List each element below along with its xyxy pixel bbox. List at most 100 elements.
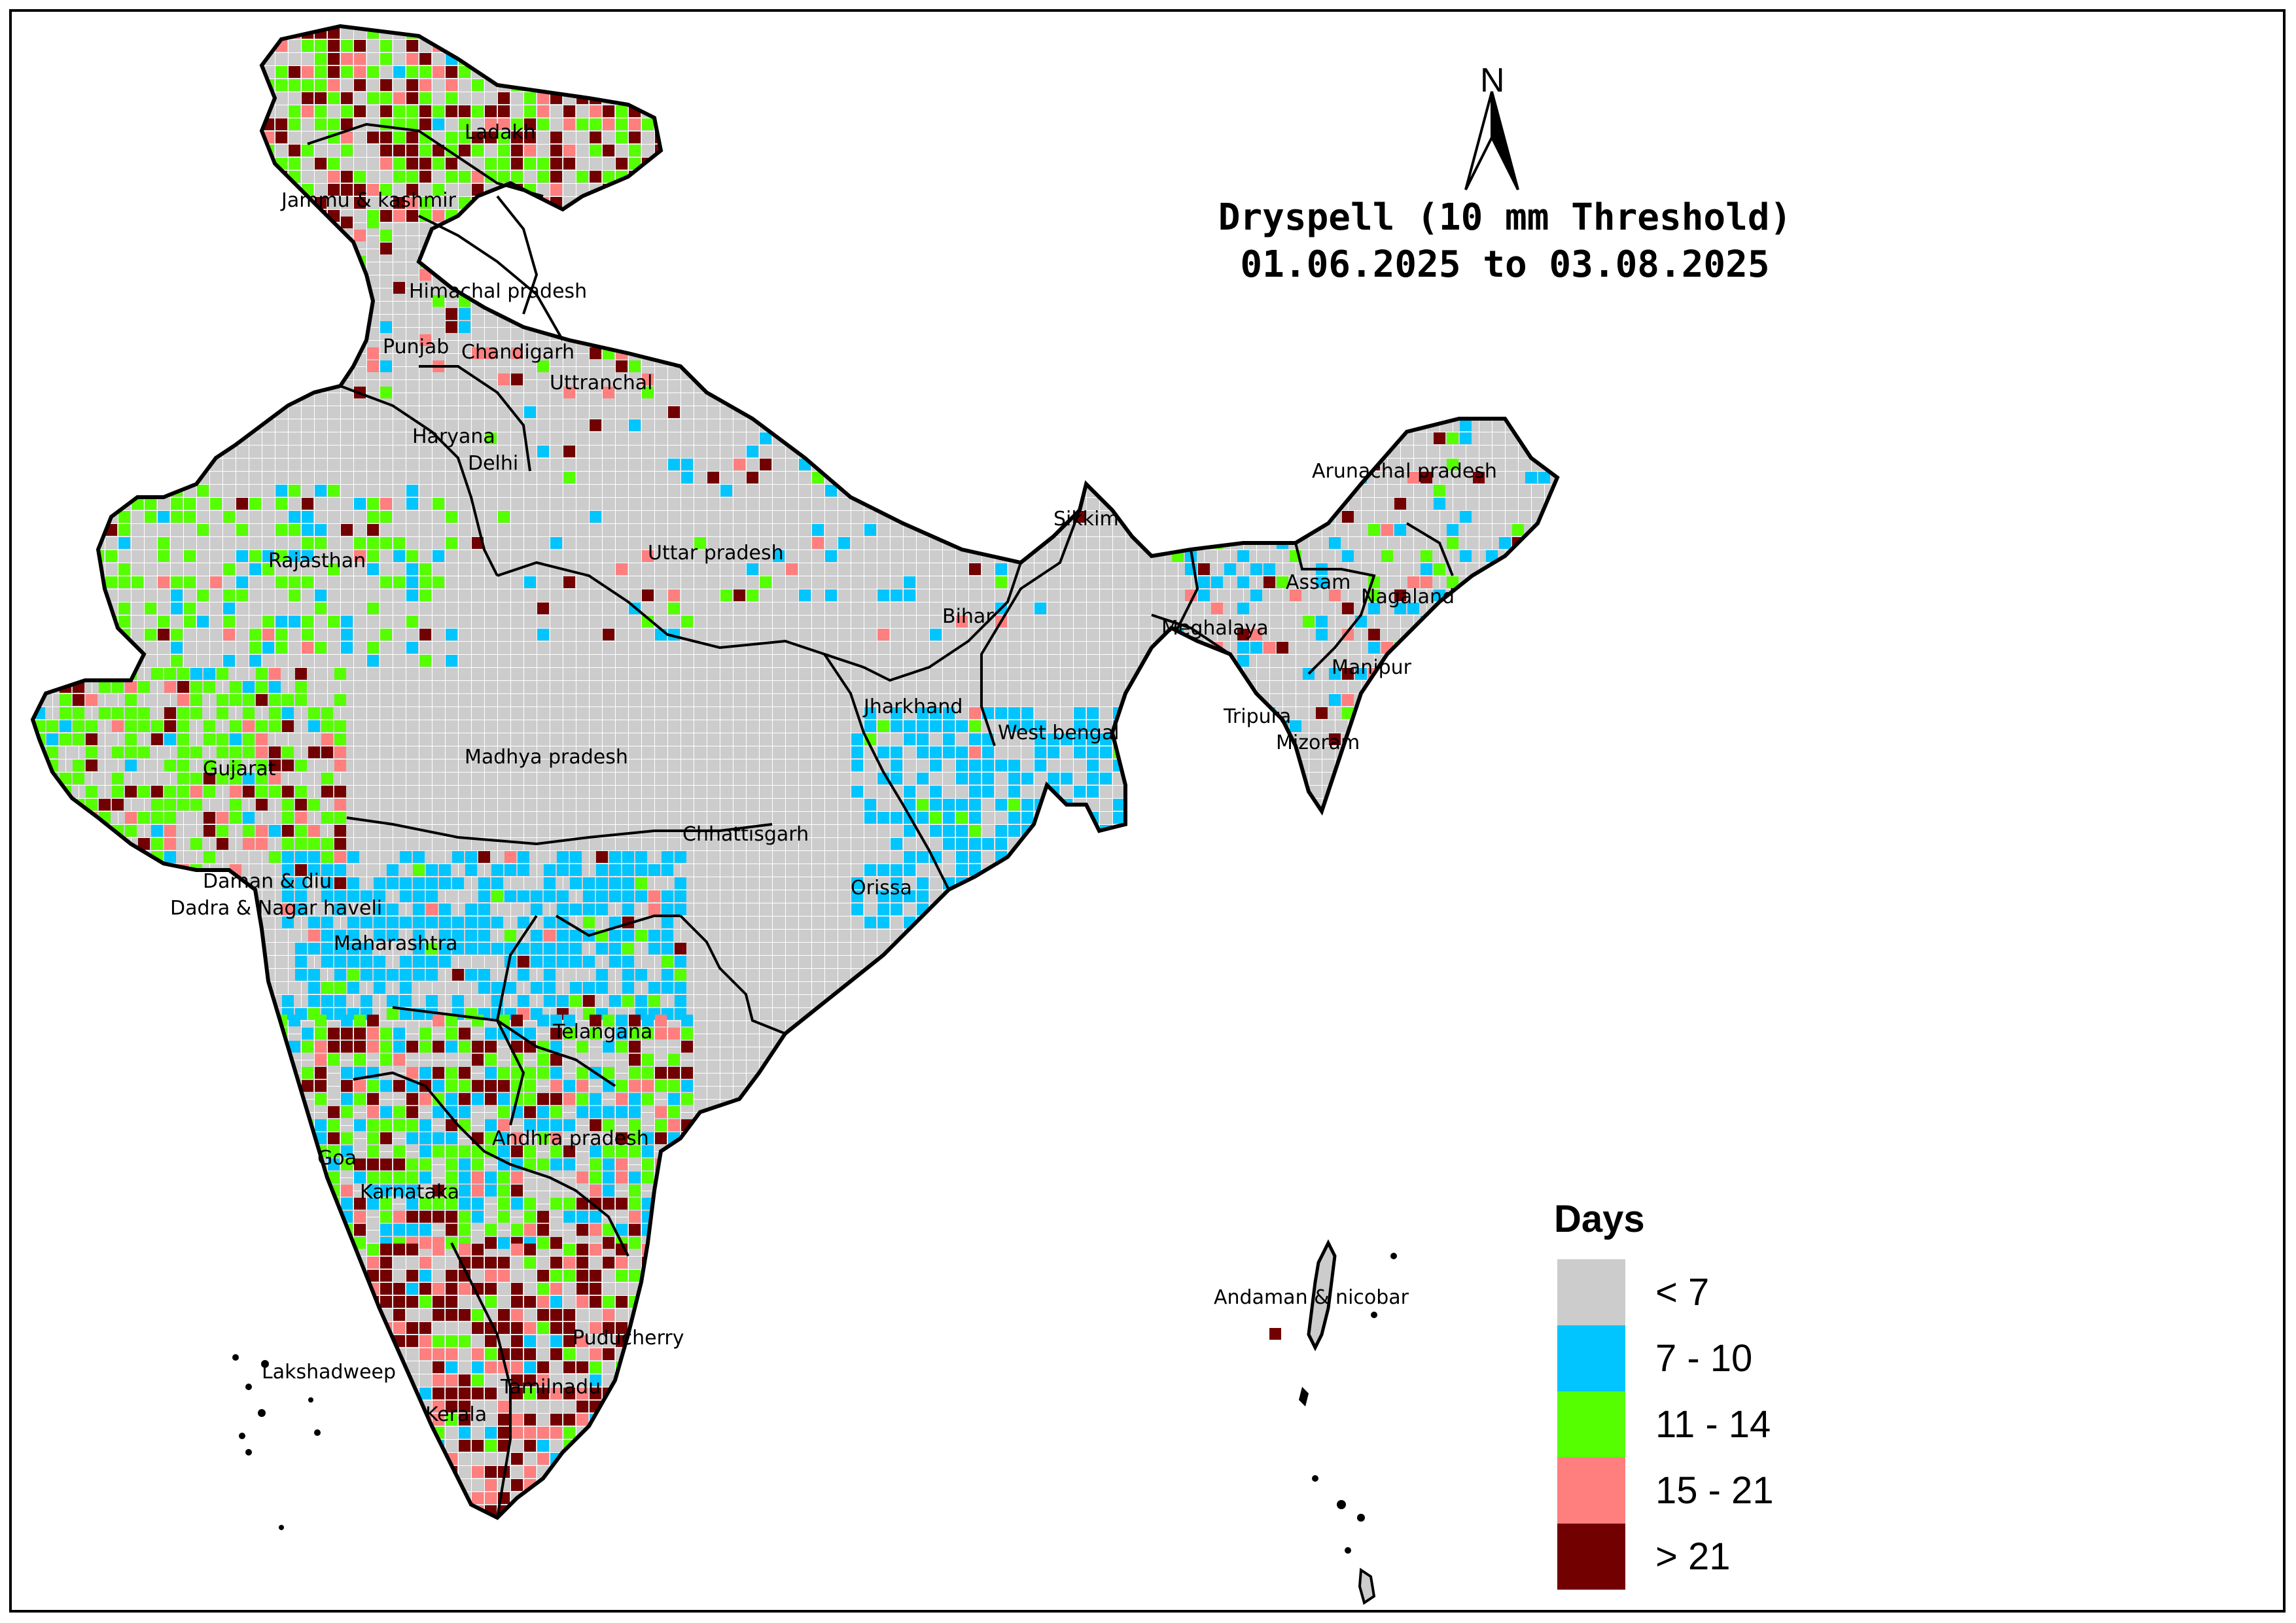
grid-cell — [433, 1185, 444, 1196]
grid-cell — [308, 746, 320, 758]
grid-cell — [524, 1119, 536, 1131]
grid-cell — [485, 27, 497, 39]
grid-cell — [275, 1145, 287, 1157]
grid-cell — [1290, 589, 1301, 601]
grid-cell — [485, 1466, 497, 1478]
grid-cell — [491, 982, 503, 994]
grid-cell — [459, 1093, 470, 1105]
grid-cell — [393, 92, 405, 104]
grid-cell — [419, 1322, 431, 1334]
grid-cell — [1198, 524, 1210, 536]
grid-cell — [341, 1015, 353, 1026]
grid-cell — [511, 1479, 523, 1491]
grid-cell — [603, 1159, 614, 1170]
legend-label: 15 - 21 — [1655, 1469, 1774, 1512]
grid-cell — [472, 184, 484, 196]
grid-cell — [511, 1041, 523, 1053]
grid-cell — [125, 825, 137, 837]
grid-cell — [629, 197, 641, 209]
grid-cell — [302, 511, 313, 523]
grid-cell — [681, 1211, 693, 1223]
grid-cell — [367, 1132, 379, 1144]
grid-cell — [485, 1492, 497, 1504]
grid-cell — [1538, 655, 1550, 667]
grid-cell — [590, 1492, 601, 1504]
grid-cell — [622, 864, 634, 876]
grid-cell — [446, 1041, 457, 1053]
grid-cell — [406, 1270, 418, 1282]
grid-cell — [400, 890, 412, 902]
grid-cell — [406, 1067, 418, 1079]
label-tripura: Tripura — [1223, 705, 1291, 728]
grid-cell — [956, 851, 968, 863]
grid-cell — [302, 1185, 313, 1196]
grid-cell — [1277, 799, 1288, 811]
grid-cell — [629, 1348, 641, 1360]
grid-cell — [433, 1041, 444, 1053]
grid-cell — [550, 79, 562, 91]
grid-cell — [99, 799, 111, 811]
grid-cell — [393, 1453, 405, 1465]
grid-cell — [550, 1492, 562, 1504]
grid-cell — [275, 1067, 287, 1079]
grid-cell — [1303, 616, 1315, 627]
grid-cell — [393, 158, 405, 169]
grid-cell — [635, 930, 647, 941]
grid-cell — [917, 799, 928, 811]
grid-cell — [524, 576, 536, 588]
label-tamilnadu: Tamilnadu — [500, 1376, 601, 1399]
grid-cell — [177, 759, 189, 771]
grid-cell — [1100, 746, 1112, 758]
grid-cell — [315, 1224, 327, 1236]
grid-cell — [230, 773, 241, 784]
grid-cell — [1460, 707, 1472, 719]
grid-cell — [249, 642, 261, 654]
grid-cell — [406, 550, 418, 562]
grid-cell — [616, 1093, 627, 1105]
grid-cell — [864, 707, 876, 719]
grid-cell — [459, 118, 470, 130]
grid-cell — [616, 1414, 627, 1425]
grid-cell — [315, 79, 327, 91]
grid-cell — [904, 720, 915, 732]
grid-cell — [433, 1309, 444, 1321]
grid-cell — [675, 890, 686, 902]
grid-cell — [400, 956, 412, 968]
grid-cell — [531, 890, 542, 902]
grid-cell — [406, 576, 418, 588]
grid-cell — [642, 321, 654, 333]
grid-cell — [563, 79, 575, 91]
grid-cell — [1473, 472, 1485, 483]
grid-cell — [289, 550, 300, 562]
grid-cell — [590, 419, 601, 431]
grid-cell — [1263, 563, 1275, 575]
grid-cell — [315, 589, 327, 601]
grid-cell — [73, 733, 84, 745]
grid-cell — [380, 1440, 392, 1452]
grid-cell — [603, 118, 614, 130]
grid-cell — [354, 498, 366, 510]
legend-label: 7 - 10 — [1655, 1337, 1753, 1380]
grid-cell — [668, 589, 680, 601]
grid-cell — [217, 733, 228, 745]
grid-cell — [544, 982, 556, 994]
grid-cell — [177, 707, 189, 719]
grid-cell — [616, 1028, 627, 1039]
grid-cell — [249, 563, 261, 575]
grid-cell — [459, 1172, 470, 1183]
grid-cell — [537, 1283, 549, 1295]
grid-cell — [537, 66, 549, 78]
grid-cell — [66, 511, 78, 523]
grid-cell — [1237, 459, 1249, 470]
grid-cell — [367, 655, 379, 667]
grid-cell — [563, 1244, 575, 1255]
grid-cell — [347, 877, 359, 889]
grid-cell — [73, 838, 84, 850]
grid-cell — [79, 563, 91, 575]
grid-cell — [203, 668, 215, 680]
grid-cell — [86, 864, 97, 876]
grid-cell — [459, 1427, 470, 1439]
grid-cell — [629, 92, 641, 104]
grid-cell — [1551, 786, 1557, 797]
